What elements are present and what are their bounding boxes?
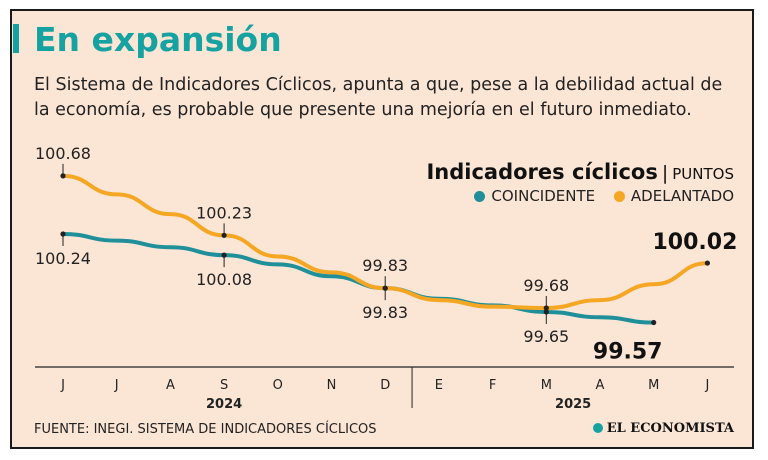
legend-separator: | <box>661 162 669 184</box>
source-note: FUENTE: INEGI. SISTEMA DE INDICADORES CÍ… <box>34 422 377 437</box>
data-point-marker <box>704 260 711 266</box>
x-tick-label: M <box>541 378 552 393</box>
data-label: 100.08 <box>196 270 252 289</box>
legend-dot-coincidente <box>474 191 486 202</box>
x-tick-label: A <box>166 378 175 393</box>
brand-name: EL ECONOMISTA <box>606 421 734 436</box>
page-title: En expansión <box>34 20 282 59</box>
x-tick-label: N <box>327 378 337 393</box>
legend-item-adelantado: ADELANTADO <box>630 187 734 205</box>
x-year-label: 2025 <box>555 397 591 412</box>
x-year-label: 2024 <box>206 397 242 412</box>
data-label: 99.68 <box>523 276 569 295</box>
title-accent-bar <box>13 24 19 53</box>
data-label: 99.83 <box>362 256 408 275</box>
data-label: 99.65 <box>523 327 569 346</box>
data-point-marker <box>651 319 657 326</box>
brand-logo: EL ECONOMISTA <box>592 421 734 436</box>
brand-mark-icon <box>592 423 603 433</box>
x-tick-label: J <box>704 378 709 393</box>
legend-dot-adelantado <box>613 191 625 202</box>
x-tick-label: J <box>114 378 119 393</box>
x-tick-label: F <box>489 378 496 393</box>
x-tick-label: J <box>60 378 65 393</box>
legend-units: PUNTOS <box>672 165 734 183</box>
legend-title: Indicadores cíclicos | PUNTOS <box>426 160 734 184</box>
page-subtitle: El Sistema de Indicadores Cíclicos, apun… <box>34 75 723 120</box>
legend-title-text: Indicadores cíclicos <box>426 160 658 184</box>
data-label: 99.57 <box>593 340 663 365</box>
x-tick-label: A <box>596 378 605 393</box>
data-label: 100.02 <box>652 230 737 255</box>
legend-item-coincidente: COINCIDENTE <box>491 187 596 205</box>
data-label: 100.23 <box>196 203 252 222</box>
x-tick-label: E <box>435 378 443 393</box>
data-label: 100.68 <box>35 144 91 163</box>
data-label: 100.24 <box>35 249 91 268</box>
x-tick-label: S <box>220 378 228 393</box>
legend: COINCIDENTE ADELANTADO <box>460 187 734 205</box>
infographic-card <box>10 9 754 449</box>
adelantado-line <box>61 173 710 311</box>
x-tick-label: M <box>648 378 659 393</box>
x-tick-label: O <box>273 378 283 393</box>
x-tick-label: D <box>380 378 390 393</box>
data-label: 99.83 <box>362 303 408 322</box>
